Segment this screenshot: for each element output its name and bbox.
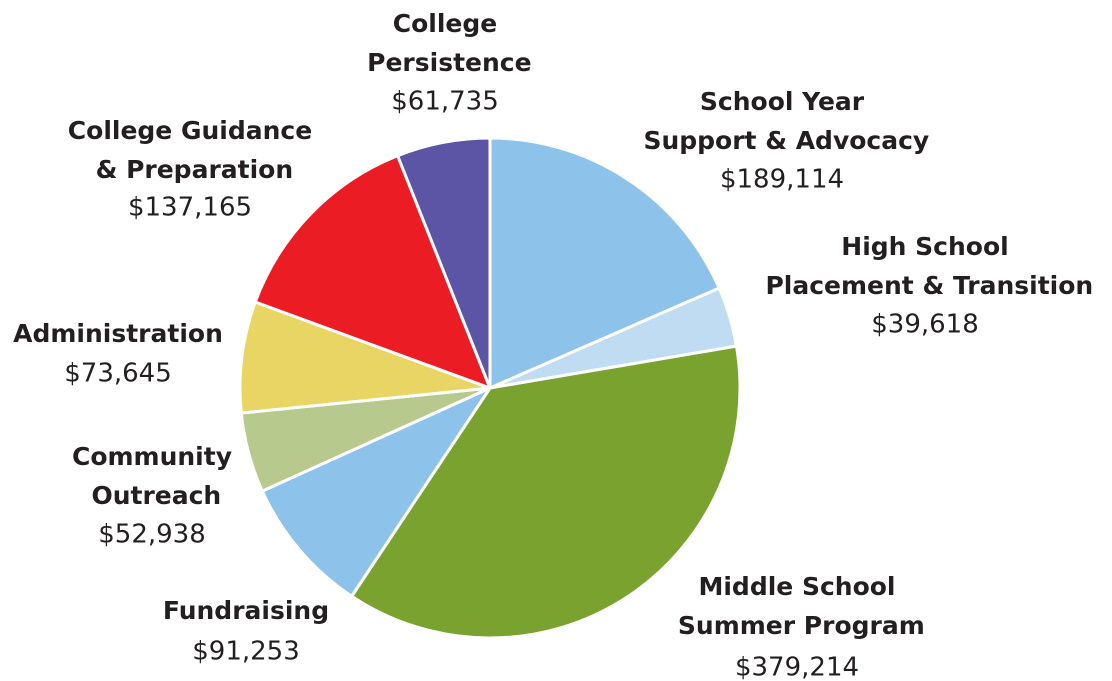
pie-slice xyxy=(238,300,492,415)
slice-label: Middle School Summer Program xyxy=(669,572,925,640)
slice-value: $137,165 xyxy=(128,193,252,223)
slice-label: Community Outreach xyxy=(72,442,232,510)
slice-label: High School Placement & Transition xyxy=(757,232,1093,300)
pie-slice xyxy=(260,386,492,598)
pie-slice xyxy=(488,136,721,390)
pie-slice xyxy=(253,154,492,390)
slice-label: College Guidance & Preparation xyxy=(68,116,312,184)
slice-value: $189,114 xyxy=(720,165,844,195)
slice-label: College Persistence xyxy=(358,9,531,77)
slice-value: $39,618 xyxy=(871,310,979,340)
slice-value: $379,214 xyxy=(735,653,859,681)
pie-slice xyxy=(350,344,742,640)
slice-value: $52,938 xyxy=(98,520,206,550)
pie-slice xyxy=(396,136,492,390)
slice-label: Administration xyxy=(13,319,223,348)
slice-label: Fundraising xyxy=(163,596,329,625)
slice-value: $61,735 xyxy=(391,87,499,117)
slice-value: $91,253 xyxy=(192,637,300,667)
slice-value: $73,645 xyxy=(64,359,172,389)
slice-label: School Year Support & Advocacy xyxy=(635,87,929,155)
